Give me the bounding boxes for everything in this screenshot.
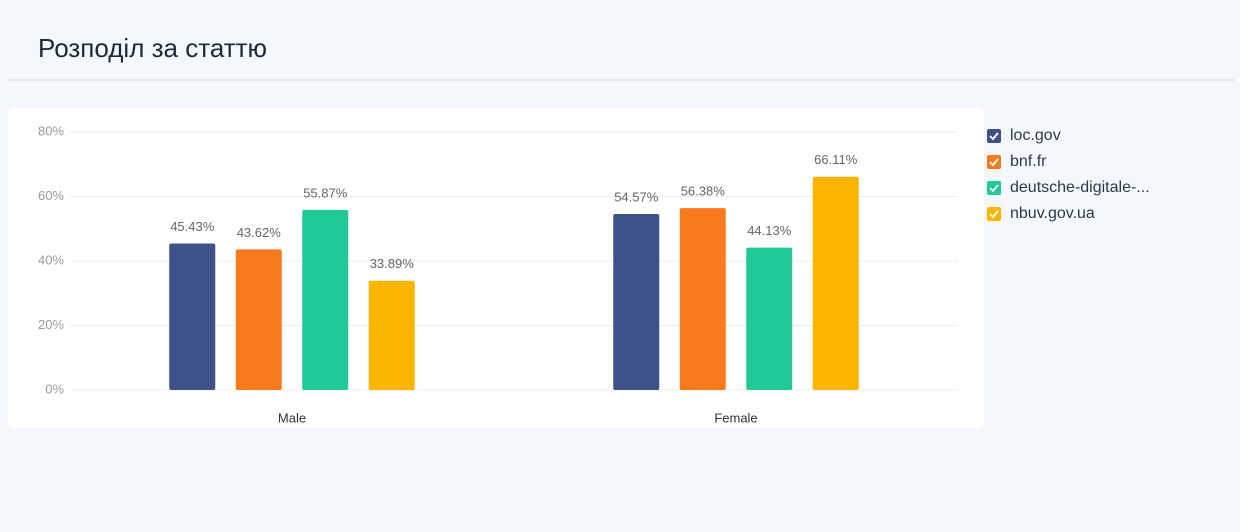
legend-label: loc.gov <box>1010 127 1061 144</box>
legend-check <box>989 158 999 167</box>
legend-swatch <box>987 181 1001 195</box>
legend-swatch <box>987 155 1001 169</box>
legend-check <box>989 210 999 219</box>
legend-label: nbuv.gov.ua <box>1010 205 1095 222</box>
bar <box>812 176 859 390</box>
x-tick-label: Female <box>714 410 757 425</box>
value-label: 56.38% <box>681 184 726 199</box>
legend-swatch <box>987 207 1001 221</box>
y-tick-label: 40% <box>38 252 64 267</box>
bar <box>613 214 660 390</box>
value-label: 54.57% <box>614 189 659 204</box>
y-tick-label: 0% <box>45 381 64 396</box>
chart-title: Розподіл за статтю <box>38 33 267 63</box>
bar <box>368 280 415 390</box>
legend-check <box>989 132 999 141</box>
legend-check <box>989 184 999 193</box>
y-tick-label: 60% <box>38 188 64 203</box>
bar <box>679 208 726 390</box>
bar <box>302 209 349 390</box>
value-label: 43.62% <box>237 225 282 240</box>
legend-swatch <box>987 129 1001 143</box>
value-label: 66.11% <box>814 152 858 167</box>
bar <box>235 249 282 390</box>
header <box>8 12 1234 80</box>
value-label: 33.89% <box>370 256 415 271</box>
value-label: 55.87% <box>303 185 348 200</box>
x-tick-label: Male <box>278 410 306 425</box>
value-label: 44.13% <box>747 223 792 238</box>
y-tick-label: 80% <box>38 123 64 138</box>
y-tick-label: 20% <box>38 317 64 332</box>
value-label: 45.43% <box>170 219 215 234</box>
legend-label: bnf.fr <box>1010 153 1047 170</box>
legend-label: deutsche-digitale-... <box>1010 179 1150 196</box>
bar <box>746 247 793 390</box>
bar <box>169 243 216 390</box>
